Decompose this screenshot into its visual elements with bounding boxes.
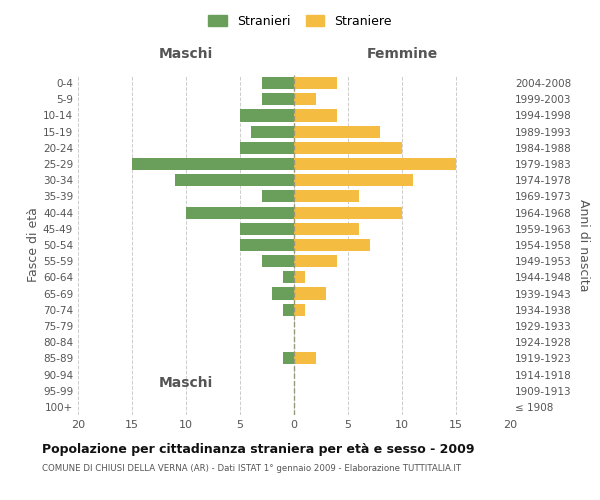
Bar xyxy=(294,222,359,235)
Text: Maschi: Maschi xyxy=(159,48,213,62)
Y-axis label: Fasce di età: Fasce di età xyxy=(27,208,40,282)
Bar xyxy=(240,142,294,154)
Bar xyxy=(262,255,294,268)
Bar xyxy=(251,126,294,138)
Bar xyxy=(240,239,294,251)
Legend: Stranieri, Straniere: Stranieri, Straniere xyxy=(205,11,395,32)
Text: Femmine: Femmine xyxy=(367,48,437,62)
Bar xyxy=(294,93,316,106)
Bar xyxy=(283,352,294,364)
Bar xyxy=(294,272,305,283)
Bar xyxy=(294,174,413,186)
Bar xyxy=(262,93,294,106)
Bar xyxy=(283,272,294,283)
Bar xyxy=(240,222,294,235)
Bar xyxy=(294,239,370,251)
Text: Maschi: Maschi xyxy=(159,376,213,390)
Bar xyxy=(294,255,337,268)
Text: Popolazione per cittadinanza straniera per età e sesso - 2009: Popolazione per cittadinanza straniera p… xyxy=(42,442,475,456)
Bar xyxy=(294,158,456,170)
Bar xyxy=(272,288,294,300)
Y-axis label: Anni di nascita: Anni di nascita xyxy=(577,198,590,291)
Bar xyxy=(294,352,316,364)
Bar xyxy=(294,304,305,316)
Bar xyxy=(240,110,294,122)
Bar xyxy=(175,174,294,186)
Bar xyxy=(294,190,359,202)
Bar xyxy=(294,206,402,218)
Text: COMUNE DI CHIUSI DELLA VERNA (AR) - Dati ISTAT 1° gennaio 2009 - Elaborazione TU: COMUNE DI CHIUSI DELLA VERNA (AR) - Dati… xyxy=(42,464,461,473)
Bar xyxy=(294,110,337,122)
Bar xyxy=(294,126,380,138)
Bar xyxy=(294,77,337,89)
Bar xyxy=(294,142,402,154)
Bar xyxy=(294,288,326,300)
Bar xyxy=(262,190,294,202)
Bar xyxy=(132,158,294,170)
Bar xyxy=(283,304,294,316)
Bar xyxy=(262,77,294,89)
Bar xyxy=(186,206,294,218)
